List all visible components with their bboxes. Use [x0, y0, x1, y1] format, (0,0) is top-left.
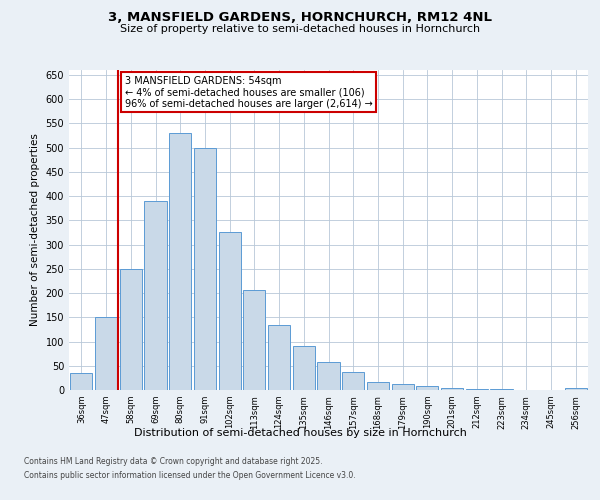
- Y-axis label: Number of semi-detached properties: Number of semi-detached properties: [30, 134, 40, 326]
- Bar: [194, 148, 216, 390]
- Bar: [416, 386, 439, 390]
- Bar: [268, 324, 290, 390]
- Bar: [565, 388, 587, 390]
- Text: Contains HM Land Registry data © Crown copyright and database right 2025.: Contains HM Land Registry data © Crown c…: [24, 458, 323, 466]
- Bar: [367, 382, 389, 390]
- Bar: [243, 290, 265, 390]
- Text: Contains public sector information licensed under the Open Government Licence v3: Contains public sector information licen…: [24, 471, 356, 480]
- Text: Size of property relative to semi-detached houses in Hornchurch: Size of property relative to semi-detach…: [120, 24, 480, 34]
- Text: Distribution of semi-detached houses by size in Hornchurch: Distribution of semi-detached houses by …: [134, 428, 466, 438]
- Bar: [293, 346, 315, 390]
- Bar: [317, 362, 340, 390]
- Bar: [218, 232, 241, 390]
- Bar: [441, 388, 463, 390]
- Text: 3, MANSFIELD GARDENS, HORNCHURCH, RM12 4NL: 3, MANSFIELD GARDENS, HORNCHURCH, RM12 4…: [108, 11, 492, 24]
- Text: 3 MANSFIELD GARDENS: 54sqm
← 4% of semi-detached houses are smaller (106)
96% of: 3 MANSFIELD GARDENS: 54sqm ← 4% of semi-…: [125, 76, 373, 109]
- Bar: [342, 372, 364, 390]
- Bar: [490, 389, 512, 390]
- Bar: [70, 373, 92, 390]
- Bar: [466, 388, 488, 390]
- Bar: [169, 133, 191, 390]
- Bar: [145, 201, 167, 390]
- Bar: [119, 269, 142, 390]
- Bar: [95, 318, 117, 390]
- Bar: [392, 384, 414, 390]
